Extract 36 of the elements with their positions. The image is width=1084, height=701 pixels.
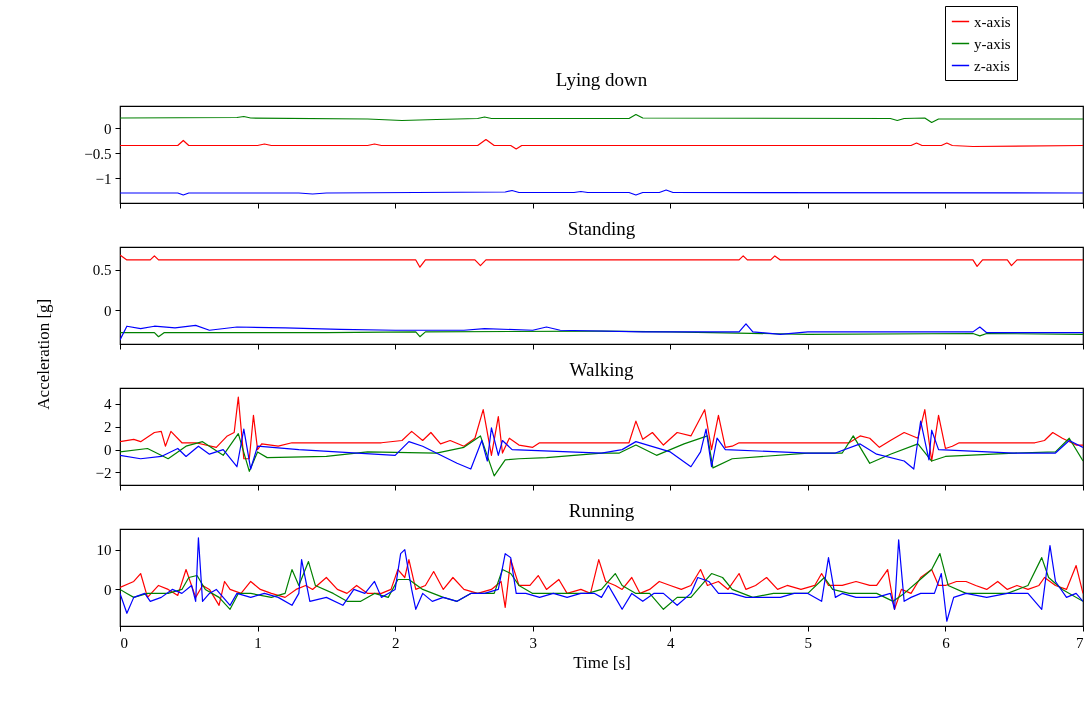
legend-label: y-axis (974, 35, 1011, 52)
y-tick-label: 0 (104, 120, 112, 137)
y-axis-title: Acceleration [g] (33, 298, 53, 410)
line-series (120, 113, 1083, 124)
y-tick-label: 0 (104, 581, 112, 598)
chart-title: Running (568, 500, 635, 521)
y-tick-label: −1 (95, 170, 112, 187)
y-tick-label: 2 (104, 419, 112, 436)
y-tick-label: −0.5 (84, 145, 112, 162)
x-tick-label: 6 (942, 634, 951, 651)
line-series (120, 323, 1083, 341)
x-tick-label: 0 (120, 634, 128, 651)
line-series (120, 396, 1083, 462)
line-series (120, 433, 1083, 477)
x-tick-label: 4 (667, 634, 676, 651)
line-series (120, 537, 1083, 622)
chart-title: Standing (567, 218, 636, 239)
y-tick-label: 0 (104, 302, 112, 319)
y-tick-label: 10 (96, 542, 112, 559)
chart-title: Walking (569, 359, 634, 380)
line-series (120, 138, 1083, 150)
y-tick-label: 0 (104, 442, 112, 459)
x-tick-label: 1 (254, 634, 262, 651)
x-tick-label: 7 (1076, 634, 1084, 651)
legend-label: x-axis (974, 13, 1011, 30)
legend-label: z-axis (974, 57, 1010, 74)
y-tick-label: 0.5 (92, 262, 112, 279)
line-series (120, 420, 1083, 470)
chart-title: Lying down (555, 68, 648, 90)
x-tick-label: 5 (804, 634, 813, 651)
y-tick-label: −2 (95, 464, 112, 481)
x-tick-label: 3 (529, 634, 537, 651)
x-axis-title: Time [s] (573, 652, 631, 672)
y-tick-label: 4 (104, 396, 112, 413)
x-tick-label: 2 (391, 634, 400, 651)
line-series (120, 254, 1083, 268)
